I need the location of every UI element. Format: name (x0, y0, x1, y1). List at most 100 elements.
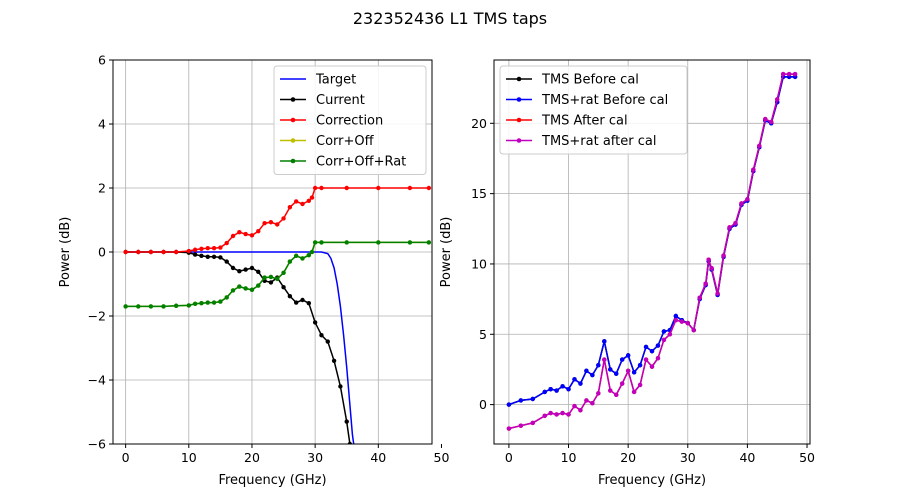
data-point (230, 265, 236, 271)
data-point (287, 259, 293, 264)
legend-item-corr-off-rat: Corr+Off+Rat (280, 155, 406, 170)
data-point (619, 357, 625, 362)
data-point (542, 389, 547, 395)
data-point (608, 367, 613, 372)
data-point (249, 233, 255, 238)
data-point (211, 254, 217, 259)
legend-marker (290, 138, 296, 143)
data-point (602, 339, 607, 344)
figure-title: 232352436 L1 TMS taps (353, 9, 547, 28)
data-point (709, 265, 714, 271)
data-point (578, 408, 583, 413)
data-point (262, 275, 267, 280)
x-tick-label: 30 (680, 450, 696, 465)
data-point (554, 412, 559, 417)
data-point (319, 333, 324, 338)
data-point (249, 265, 255, 271)
data-point (309, 249, 315, 255)
data-point (548, 410, 553, 416)
x-tick-label: 10 (561, 450, 577, 465)
right-chart-panel: 0 10 20 30 40 50 0 5 10 15 20 Frequency (GHz) Power … (439, 59, 815, 488)
data-point (769, 119, 774, 125)
ticks: 0 10 20 30 40 50 0 5 10 15 20 (471, 116, 815, 465)
x-tick-label: 20 (244, 450, 260, 465)
series-group (123, 185, 432, 444)
data-point (199, 301, 204, 306)
data-point (331, 358, 337, 363)
legend-marker (290, 97, 296, 102)
data-point (287, 205, 293, 210)
data-point (631, 370, 637, 375)
data-point (407, 185, 413, 191)
legend: TMS Before cal TMS+rat Before cal TMS Afte… (499, 65, 688, 155)
data-point (205, 300, 210, 305)
legend-box (273, 65, 427, 175)
data-point (161, 249, 166, 255)
data-point (578, 381, 583, 386)
legend-label: Corr+Off+Rat (316, 155, 406, 170)
series-group (506, 71, 798, 431)
data-point (293, 253, 299, 259)
data-point (237, 229, 242, 235)
x-tick-label: 40 (370, 450, 386, 465)
data-point (148, 304, 154, 309)
data-point (230, 288, 236, 293)
legend-item-current: Current (280, 93, 365, 108)
data-point (691, 327, 696, 333)
data-point (293, 300, 299, 305)
legend-marker (290, 158, 296, 164)
data-point (218, 299, 223, 304)
series-corr-off-rat (123, 240, 432, 309)
data-point (560, 410, 565, 416)
legend-marker (516, 138, 522, 143)
y-axis-label: Power (dB) (58, 217, 73, 288)
legend-item-correction: Correction (280, 114, 383, 129)
data-point (192, 247, 198, 252)
data-point (281, 216, 286, 221)
data-point (243, 286, 248, 291)
series-line (125, 251, 355, 444)
legend-label: Target (315, 73, 356, 88)
data-point (614, 392, 619, 397)
data-point (312, 185, 318, 191)
data-point (685, 320, 690, 326)
axes-frame (493, 59, 811, 445)
data-point (205, 245, 210, 251)
data-point (256, 269, 261, 275)
legend-item-tms-before-cal: TMS Before cal (506, 73, 639, 88)
legend-marker (516, 117, 522, 123)
y-tick-label: 6 (98, 53, 106, 68)
data-point (751, 167, 756, 172)
data-point (319, 185, 324, 191)
data-point (706, 257, 711, 262)
data-point (281, 285, 286, 290)
data-point (679, 319, 685, 324)
data-point (625, 353, 631, 358)
data-point (275, 276, 280, 282)
data-point (786, 71, 792, 77)
data-point (625, 368, 631, 374)
data-point (268, 274, 274, 280)
y-tick-label: 15 (471, 186, 487, 201)
data-point (148, 249, 154, 255)
data-point (312, 240, 318, 245)
data-point (211, 245, 217, 251)
data-point (643, 357, 649, 362)
x-tick-label: 0 (505, 450, 513, 465)
y-tick-label: 0 (479, 397, 487, 412)
data-point (287, 293, 293, 299)
data-point (506, 402, 512, 407)
data-point (530, 396, 535, 402)
data-point (727, 225, 732, 230)
data-point (590, 372, 595, 378)
data-point (566, 412, 571, 417)
y-tick-label: −6 (88, 437, 106, 452)
data-point (186, 303, 192, 308)
data-point (608, 388, 613, 393)
data-point (123, 249, 128, 255)
data-point (560, 384, 565, 389)
data-point (572, 403, 577, 409)
data-point (518, 398, 524, 403)
data-point (566, 386, 571, 392)
y-tick-label: 5 (479, 327, 487, 342)
